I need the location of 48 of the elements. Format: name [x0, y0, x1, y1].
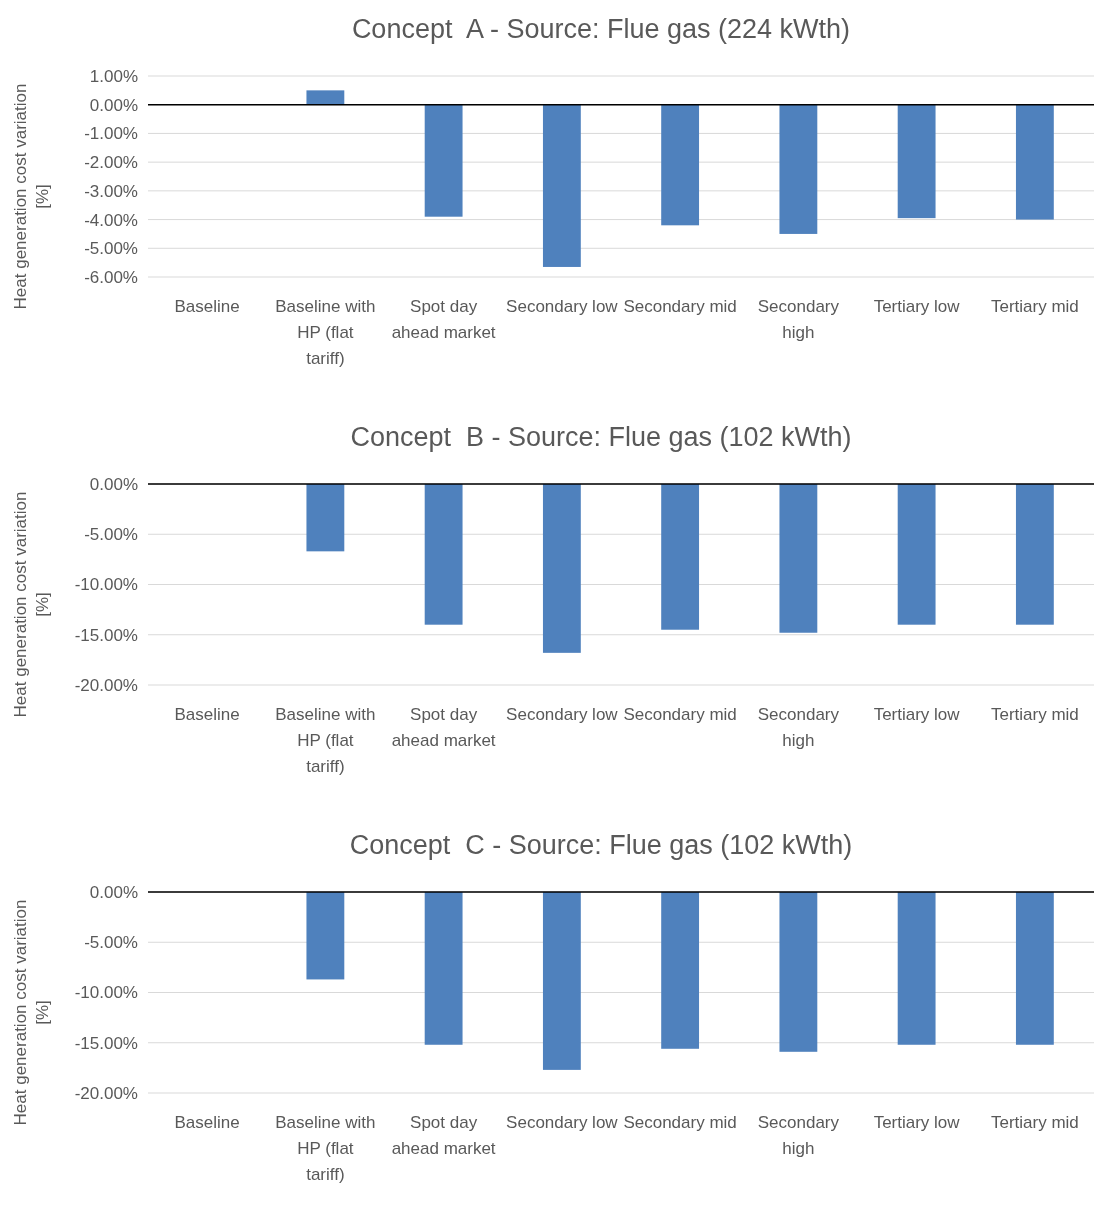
x-tick-label: Baseline with HP (flat tariff) [275, 297, 376, 368]
y-tick-label: -2.00% [84, 153, 138, 173]
x-tick-label: Spot day ahead market [391, 1113, 496, 1158]
x-tick-label: Baseline [174, 297, 240, 316]
x-tick-label: Secondary high [757, 297, 840, 342]
x-tick-label: Tertiary low [873, 1113, 961, 1132]
x-tick-label: Baseline with HP (flat tariff) [275, 1113, 376, 1184]
chart-title: Concept B - Source: Flue gas (102 kWth) [350, 422, 852, 452]
x-tick-label: Secondary low [506, 705, 619, 724]
y-axis-title: Heat generation cost variation [%] [11, 899, 52, 1126]
x-tick-label: Baseline [174, 705, 240, 724]
x-tick-label: Tertiary mid [990, 705, 1079, 724]
y-axis-title: Heat generation cost variation [%] [11, 491, 52, 718]
y-tick-label: -5.00% [84, 239, 138, 259]
y-tick-label: 0.00% [89, 95, 138, 115]
x-tick-label: Secondary mid [623, 1113, 737, 1132]
x-tick-label: Secondary high [757, 1113, 840, 1158]
y-tick-label: -6.00% [84, 267, 138, 287]
x-tick-label: Secondary mid [623, 705, 737, 724]
y-tick-label: -20.00% [74, 675, 138, 695]
x-tick-label: Baseline with HP (flat tariff) [275, 705, 376, 776]
y-tick-label: -10.00% [74, 983, 138, 1003]
x-tick-label: Tertiary mid [990, 1113, 1079, 1132]
y-tick-label: 0.00% [89, 882, 138, 902]
y-tick-label: -15.00% [74, 625, 138, 645]
x-tick-label: Secondary low [506, 1113, 619, 1132]
y-tick-label: -10.00% [74, 575, 138, 595]
y-tick-label: -1.00% [84, 124, 138, 144]
y-tick-label: -3.00% [84, 181, 138, 201]
y-tick-label: 0.00% [89, 474, 138, 494]
chart-title: Concept A - Source: Flue gas (224 kWth) [351, 14, 851, 44]
x-tick-label: Tertiary mid [990, 297, 1079, 316]
y-tick-label: -20.00% [74, 1083, 138, 1103]
x-tick-label: Spot day ahead market [391, 705, 496, 750]
x-tick-label: Tertiary low [873, 705, 961, 724]
x-tick-label: Tertiary low [873, 297, 961, 316]
x-tick-label: Baseline [174, 1113, 240, 1132]
y-tick-label: -4.00% [84, 210, 138, 230]
y-tick-label: -5.00% [84, 525, 138, 545]
x-tick-label: Secondary high [757, 705, 840, 750]
y-tick-label: 1.00% [89, 66, 138, 86]
y-tick-label: -5.00% [84, 933, 138, 953]
x-tick-label: Spot day ahead market [391, 297, 496, 342]
y-tick-label: -15.00% [74, 1033, 138, 1053]
chart-title: Concept C - Source: Flue gas (102 kWth) [349, 830, 853, 860]
x-tick-label: Secondary mid [623, 297, 737, 316]
y-axis-title: Heat generation cost variation [%] [11, 83, 52, 310]
x-tick-label: Secondary low [506, 297, 619, 316]
